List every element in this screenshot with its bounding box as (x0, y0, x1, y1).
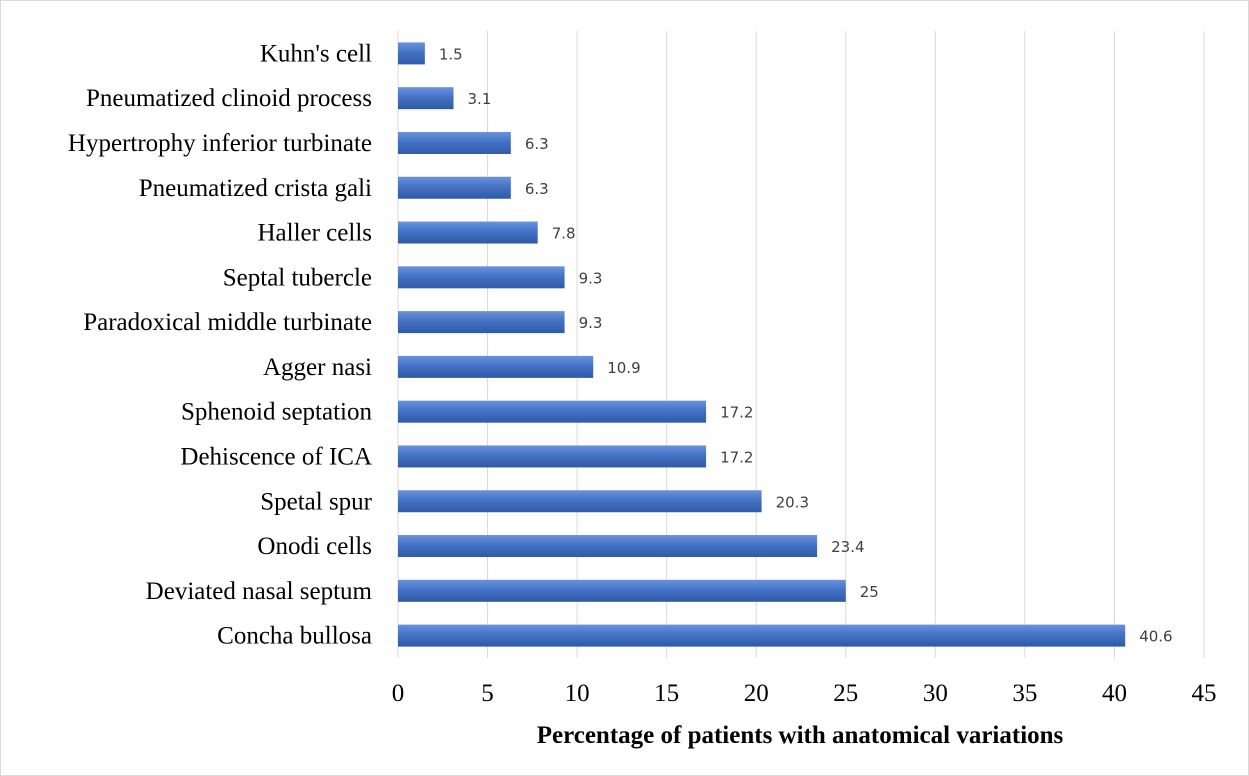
x-axis-title: Percentage of patients with anatomical v… (537, 722, 1064, 749)
category-label: Kuhn's cell (260, 40, 372, 67)
category-label: Spetal spur (260, 488, 372, 515)
x-tick-label: 45 (1192, 680, 1217, 707)
category-label: Septal tubercle (223, 264, 372, 291)
bar (398, 400, 707, 423)
category-label: Haller cells (257, 220, 372, 247)
data-labels: 40.6 25 23.4 20.3 17.2 17.2 10.9 9.3 9.3 7.8 6.3 6.… (439, 45, 1173, 645)
bar (398, 131, 511, 154)
bar (398, 266, 565, 289)
data-label: 25 (860, 583, 879, 601)
data-label: 9.3 (579, 269, 603, 287)
bar (398, 42, 425, 65)
data-label: 6.3 (525, 135, 549, 153)
x-tick-label: 15 (654, 680, 679, 707)
bar (398, 311, 565, 334)
data-label: 17.2 (720, 448, 753, 466)
bar (398, 445, 707, 468)
x-tick-label: 10 (565, 680, 590, 707)
data-label: 3.1 (468, 90, 492, 108)
category-label: Concha bullosa (217, 623, 372, 650)
x-tick-label: 25 (833, 680, 858, 707)
category-label: Pneumatized clinoid process (86, 85, 372, 112)
x-tick-label: 35 (1012, 680, 1037, 707)
bar (398, 535, 818, 558)
x-tick-label: 30 (923, 680, 948, 707)
category-label: Paradoxical middle turbinate (83, 309, 372, 336)
gridlines (397, 31, 1205, 658)
x-tick-label: 20 (744, 680, 769, 707)
data-label: 17.2 (720, 404, 753, 422)
bar (398, 579, 846, 602)
category-label: Deviated nasal septum (146, 578, 373, 605)
data-label: 1.5 (439, 45, 463, 63)
category-label: Dehiscence of ICA (180, 443, 372, 470)
data-label: 20.3 (776, 493, 809, 511)
bars (398, 42, 1126, 647)
data-label: 40.6 (1139, 628, 1172, 646)
category-label: Onodi cells (257, 533, 372, 560)
category-label: Pneumatized crista gali (139, 175, 372, 202)
category-label: Hypertrophy inferior turbinate (68, 130, 372, 157)
x-tick-labels: 0 5 10 15 20 25 30 35 40 45 (392, 680, 1217, 707)
data-label: 6.3 (525, 180, 549, 198)
bar (398, 176, 511, 199)
bar (398, 355, 594, 378)
category-label: Agger nasi (263, 354, 372, 381)
bar (398, 490, 762, 513)
x-tick-label: 5 (481, 680, 494, 707)
bar (398, 87, 454, 110)
category-labels: Concha bullosa Deviated nasal septum Onodi… (68, 40, 373, 649)
bar (398, 221, 538, 244)
data-label: 7.8 (552, 225, 576, 243)
x-tick-label: 0 (392, 680, 405, 707)
bar (398, 624, 1126, 647)
data-label: 10.9 (607, 359, 640, 377)
data-label: 9.3 (579, 314, 603, 332)
category-label: Sphenoid septation (181, 399, 372, 426)
x-tick-label: 40 (1102, 680, 1127, 707)
data-label: 23.4 (831, 538, 864, 556)
